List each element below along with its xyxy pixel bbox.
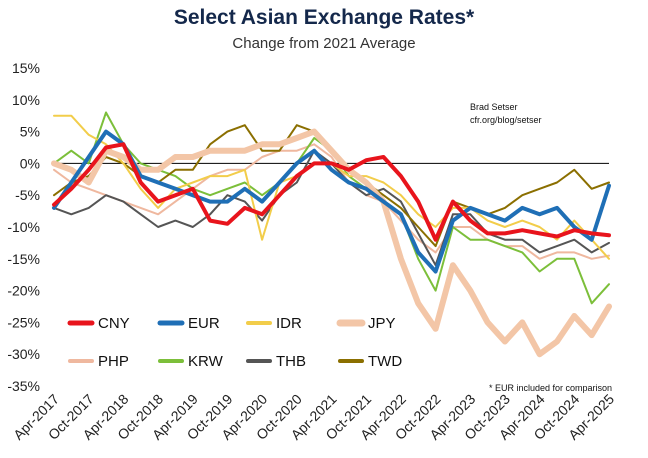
- y-tick-label: -10%: [7, 219, 40, 235]
- footnote-annotation: * EUR included for comparison: [489, 383, 612, 393]
- y-tick-label: -5%: [15, 187, 40, 203]
- legend-label-thb: THB: [276, 353, 306, 370]
- series-line-idr: [53, 114, 610, 260]
- series-line-php: [53, 143, 610, 260]
- y-tick-label: -30%: [7, 346, 40, 362]
- y-axis: 15% 10% 5% 0% -5% -10% -15% -20% -25% -30% -35%: [7, 60, 40, 394]
- x-axis: Apr-2017Oct-2017Apr-2018Oct-2018Apr-2019…: [10, 391, 617, 443]
- y-tick-label: 15%: [12, 60, 40, 76]
- series-lines: [51, 111, 612, 358]
- series-line-cny: [52, 142, 611, 242]
- y-tick-label: 5%: [20, 124, 40, 140]
- legend-label-cny: CNY: [98, 315, 130, 332]
- y-tick-label: 10%: [12, 92, 40, 108]
- series-line-twd: [53, 124, 610, 248]
- legend-label-php: PHP: [98, 353, 129, 370]
- legend-label-idr: IDR: [276, 315, 302, 332]
- legend-label-jpy: JPY: [368, 315, 396, 332]
- chart-subtitle: Change from 2021 Average: [232, 35, 416, 52]
- series-line-jpy: [51, 128, 612, 358]
- source-annotation: cfr.org/blog/setser: [470, 115, 542, 125]
- legend-label-krw: KRW: [188, 353, 224, 370]
- legend-label-eur: EUR: [188, 315, 220, 332]
- legend: CNY EUR IDR JPY PHP KRW THB TWD: [67, 315, 402, 370]
- chart-title: Select Asian Exchange Rates*: [173, 6, 475, 29]
- y-tick-label: -15%: [7, 251, 40, 267]
- legend-label-twd: TWD: [368, 353, 402, 370]
- author-annotation: Brad Setser: [470, 102, 518, 112]
- y-tick-label: -35%: [7, 378, 40, 394]
- y-tick-label: -25%: [7, 314, 40, 330]
- y-tick-label: 0%: [20, 155, 40, 171]
- y-tick-label: -20%: [7, 283, 40, 299]
- series-line-eur: [52, 129, 611, 274]
